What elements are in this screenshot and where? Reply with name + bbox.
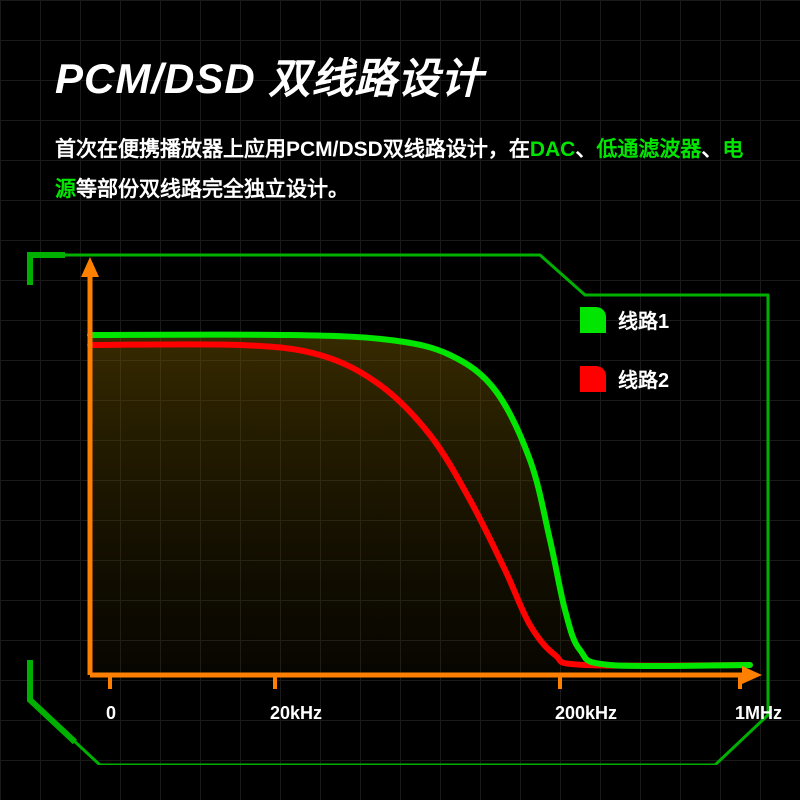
x-axis-tick-label: 1MHz [735,703,782,724]
legend-item: 线路2 [580,364,669,393]
subtitle-highlight: DAC [530,138,576,161]
x-axis-tick-label: 20kHz [270,703,322,724]
subtitle-segment: 等部份双线路完全独立设计。 [76,178,349,201]
x-axis-tick-label: 0 [106,703,116,724]
legend-label: 线路1 [618,305,669,334]
subtitle-highlight: 低通滤波器 [596,138,701,161]
chart-legend: 线路1 线路2 [580,305,669,423]
subtitle-segment: 首次在便携播放器上应用PCM/DSD双线路设计，在 [55,138,530,161]
subtitle-segment: 、 [575,138,596,161]
subtitle-segment: 、 [701,138,722,161]
legend-swatch [580,366,606,392]
subtitle-text: 首次在便携播放器上应用PCM/DSD双线路设计，在DAC、低通滤波器、电源等部份… [55,130,745,210]
legend-item: 线路1 [580,305,669,334]
page-title: PCM/DSD 双线路设计 [55,45,483,106]
legend-swatch [580,307,606,333]
x-axis-tick-label: 200kHz [555,703,617,724]
legend-label: 线路2 [618,364,669,393]
